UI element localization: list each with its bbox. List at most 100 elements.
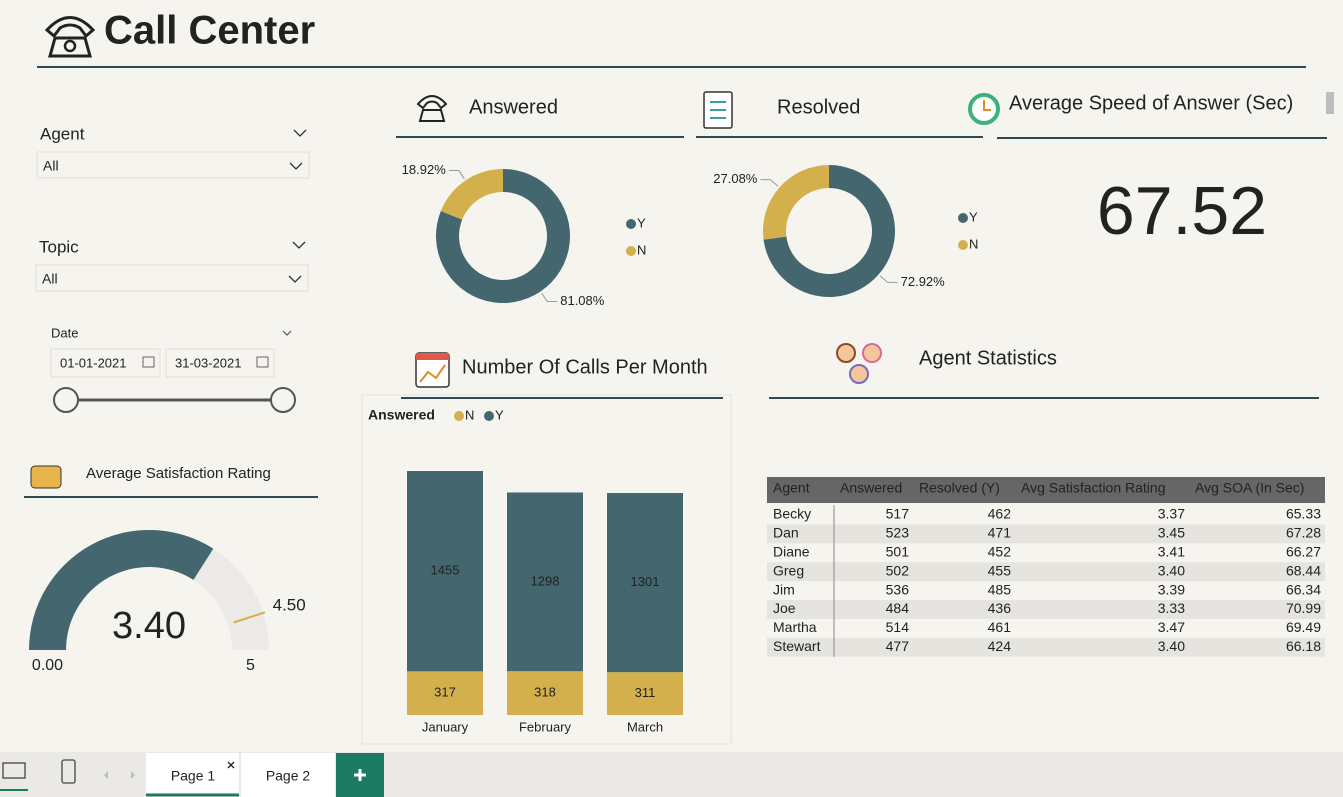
close-tab-button[interactable] xyxy=(227,761,235,769)
table-cell: 452 xyxy=(988,544,1012,560)
table-cell: 462 xyxy=(988,506,1012,522)
date-input[interactable] xyxy=(165,348,275,378)
desktop-view-button[interactable] xyxy=(2,762,26,779)
tab-label[interactable]: Page 2 xyxy=(266,768,311,784)
table-cell: 523 xyxy=(886,525,910,541)
topic-dropdown[interactable] xyxy=(35,264,309,292)
table-cell: 502 xyxy=(886,562,910,578)
legend-label: Y xyxy=(495,407,504,422)
filter-label: Topic xyxy=(39,237,79,256)
table-cell: 67.28 xyxy=(1286,525,1321,541)
gauge-title: Average Satisfaction Rating xyxy=(86,465,271,482)
slider-handle[interactable] xyxy=(270,387,296,413)
tab-label[interactable]: Page 1 xyxy=(171,768,216,784)
table-cell: 68.44 xyxy=(1286,562,1321,578)
data-label: 18.92% xyxy=(402,162,447,177)
gauge-tick-label: 5 xyxy=(246,657,255,674)
table-cell: 477 xyxy=(886,638,910,654)
legend-label: Y xyxy=(969,209,978,224)
table-cell: 485 xyxy=(988,581,1012,597)
agent-dropdown[interactable] xyxy=(36,151,310,179)
filter-label: Agent xyxy=(40,124,85,143)
data-label: 1301 xyxy=(631,574,660,589)
calendar-icon[interactable] xyxy=(142,356,155,368)
mobile-view-button[interactable] xyxy=(61,759,76,784)
chevron[interactable] xyxy=(282,330,292,336)
bar-segment xyxy=(507,671,583,715)
data-label: 318 xyxy=(534,685,556,700)
donut-slice xyxy=(763,165,829,240)
table-cell: 66.34 xyxy=(1286,581,1321,597)
x-tick-label: March xyxy=(627,719,663,734)
bar-segment xyxy=(407,671,483,715)
table-cell: Jim xyxy=(773,581,795,597)
table-cell: 3.33 xyxy=(1158,600,1185,616)
chevron[interactable] xyxy=(288,275,302,283)
page-tab[interactable] xyxy=(241,753,335,797)
table-cell: 436 xyxy=(988,600,1012,616)
chevron[interactable] xyxy=(293,129,307,137)
legend-label: N xyxy=(465,407,474,422)
page-title: Call Center xyxy=(104,9,315,53)
table-cell: 471 xyxy=(988,525,1012,541)
column-header: Avg Satisfaction Rating xyxy=(1021,480,1166,496)
table-cell: 66.18 xyxy=(1286,638,1321,654)
legend-marker xyxy=(958,240,968,250)
table-cell: 70.99 xyxy=(1286,600,1321,616)
phone-icon xyxy=(418,109,446,122)
card-title: Average Speed of Answer (Sec) xyxy=(1009,92,1293,114)
x-tick-label: February xyxy=(519,719,572,734)
legend-marker xyxy=(958,213,968,223)
row-band xyxy=(767,637,1325,657)
bar-segment xyxy=(407,471,483,672)
table-cell: 3.37 xyxy=(1158,506,1185,522)
chart-icon xyxy=(416,353,449,360)
page-tab[interactable] xyxy=(146,753,239,797)
leader-line xyxy=(760,179,779,187)
data-label: 317 xyxy=(434,685,456,700)
column-header: Agent xyxy=(773,480,810,496)
table-cell: Greg xyxy=(773,562,804,578)
date-input[interactable] xyxy=(50,348,161,378)
agents-icon xyxy=(836,343,856,363)
row-band xyxy=(767,600,1325,619)
chevron[interactable] xyxy=(289,162,303,170)
next-page-arrow[interactable] xyxy=(131,771,135,779)
leader-line xyxy=(879,275,898,283)
legend-marker xyxy=(484,411,494,421)
bar-segment xyxy=(607,493,683,673)
table-cell: 536 xyxy=(886,581,910,597)
chart-title: Resolved xyxy=(777,96,860,118)
data-label: 27.08% xyxy=(713,171,758,186)
data-label: 311 xyxy=(635,685,656,700)
bar-segment xyxy=(507,492,583,672)
header-icon xyxy=(63,39,77,53)
header-icon xyxy=(44,16,96,39)
dropdown-value[interactable]: All xyxy=(43,158,59,174)
filter-label: Date xyxy=(51,325,78,340)
table-cell: 424 xyxy=(988,638,1012,654)
table-cell: 3.39 xyxy=(1158,581,1185,597)
chevron[interactable] xyxy=(292,241,306,249)
date-end[interactable]: 31-03-2021 xyxy=(175,355,242,370)
legend-marker xyxy=(626,246,636,256)
gauge-tick-label: 0.00 xyxy=(32,657,63,674)
date-start[interactable]: 01-01-2021 xyxy=(60,355,127,370)
row-band xyxy=(767,562,1325,582)
scrollbar[interactable] xyxy=(1326,92,1334,114)
donut-slice xyxy=(440,169,503,220)
card-value: 67.52 xyxy=(1097,173,1267,249)
prev-page-arrow[interactable] xyxy=(104,771,108,779)
calendar-icon[interactable] xyxy=(256,356,269,368)
legend-title: Answered xyxy=(368,407,435,423)
data-label: 72.92% xyxy=(901,274,946,289)
chart-icon xyxy=(419,364,446,383)
thumb-icon xyxy=(30,465,62,489)
legend-marker xyxy=(626,219,636,229)
row-band xyxy=(767,524,1325,544)
header-icon xyxy=(48,36,92,58)
dropdown-value[interactable]: All xyxy=(42,271,58,287)
slider-handle[interactable] xyxy=(53,387,79,413)
table-title: Agent Statistics xyxy=(919,347,1057,369)
